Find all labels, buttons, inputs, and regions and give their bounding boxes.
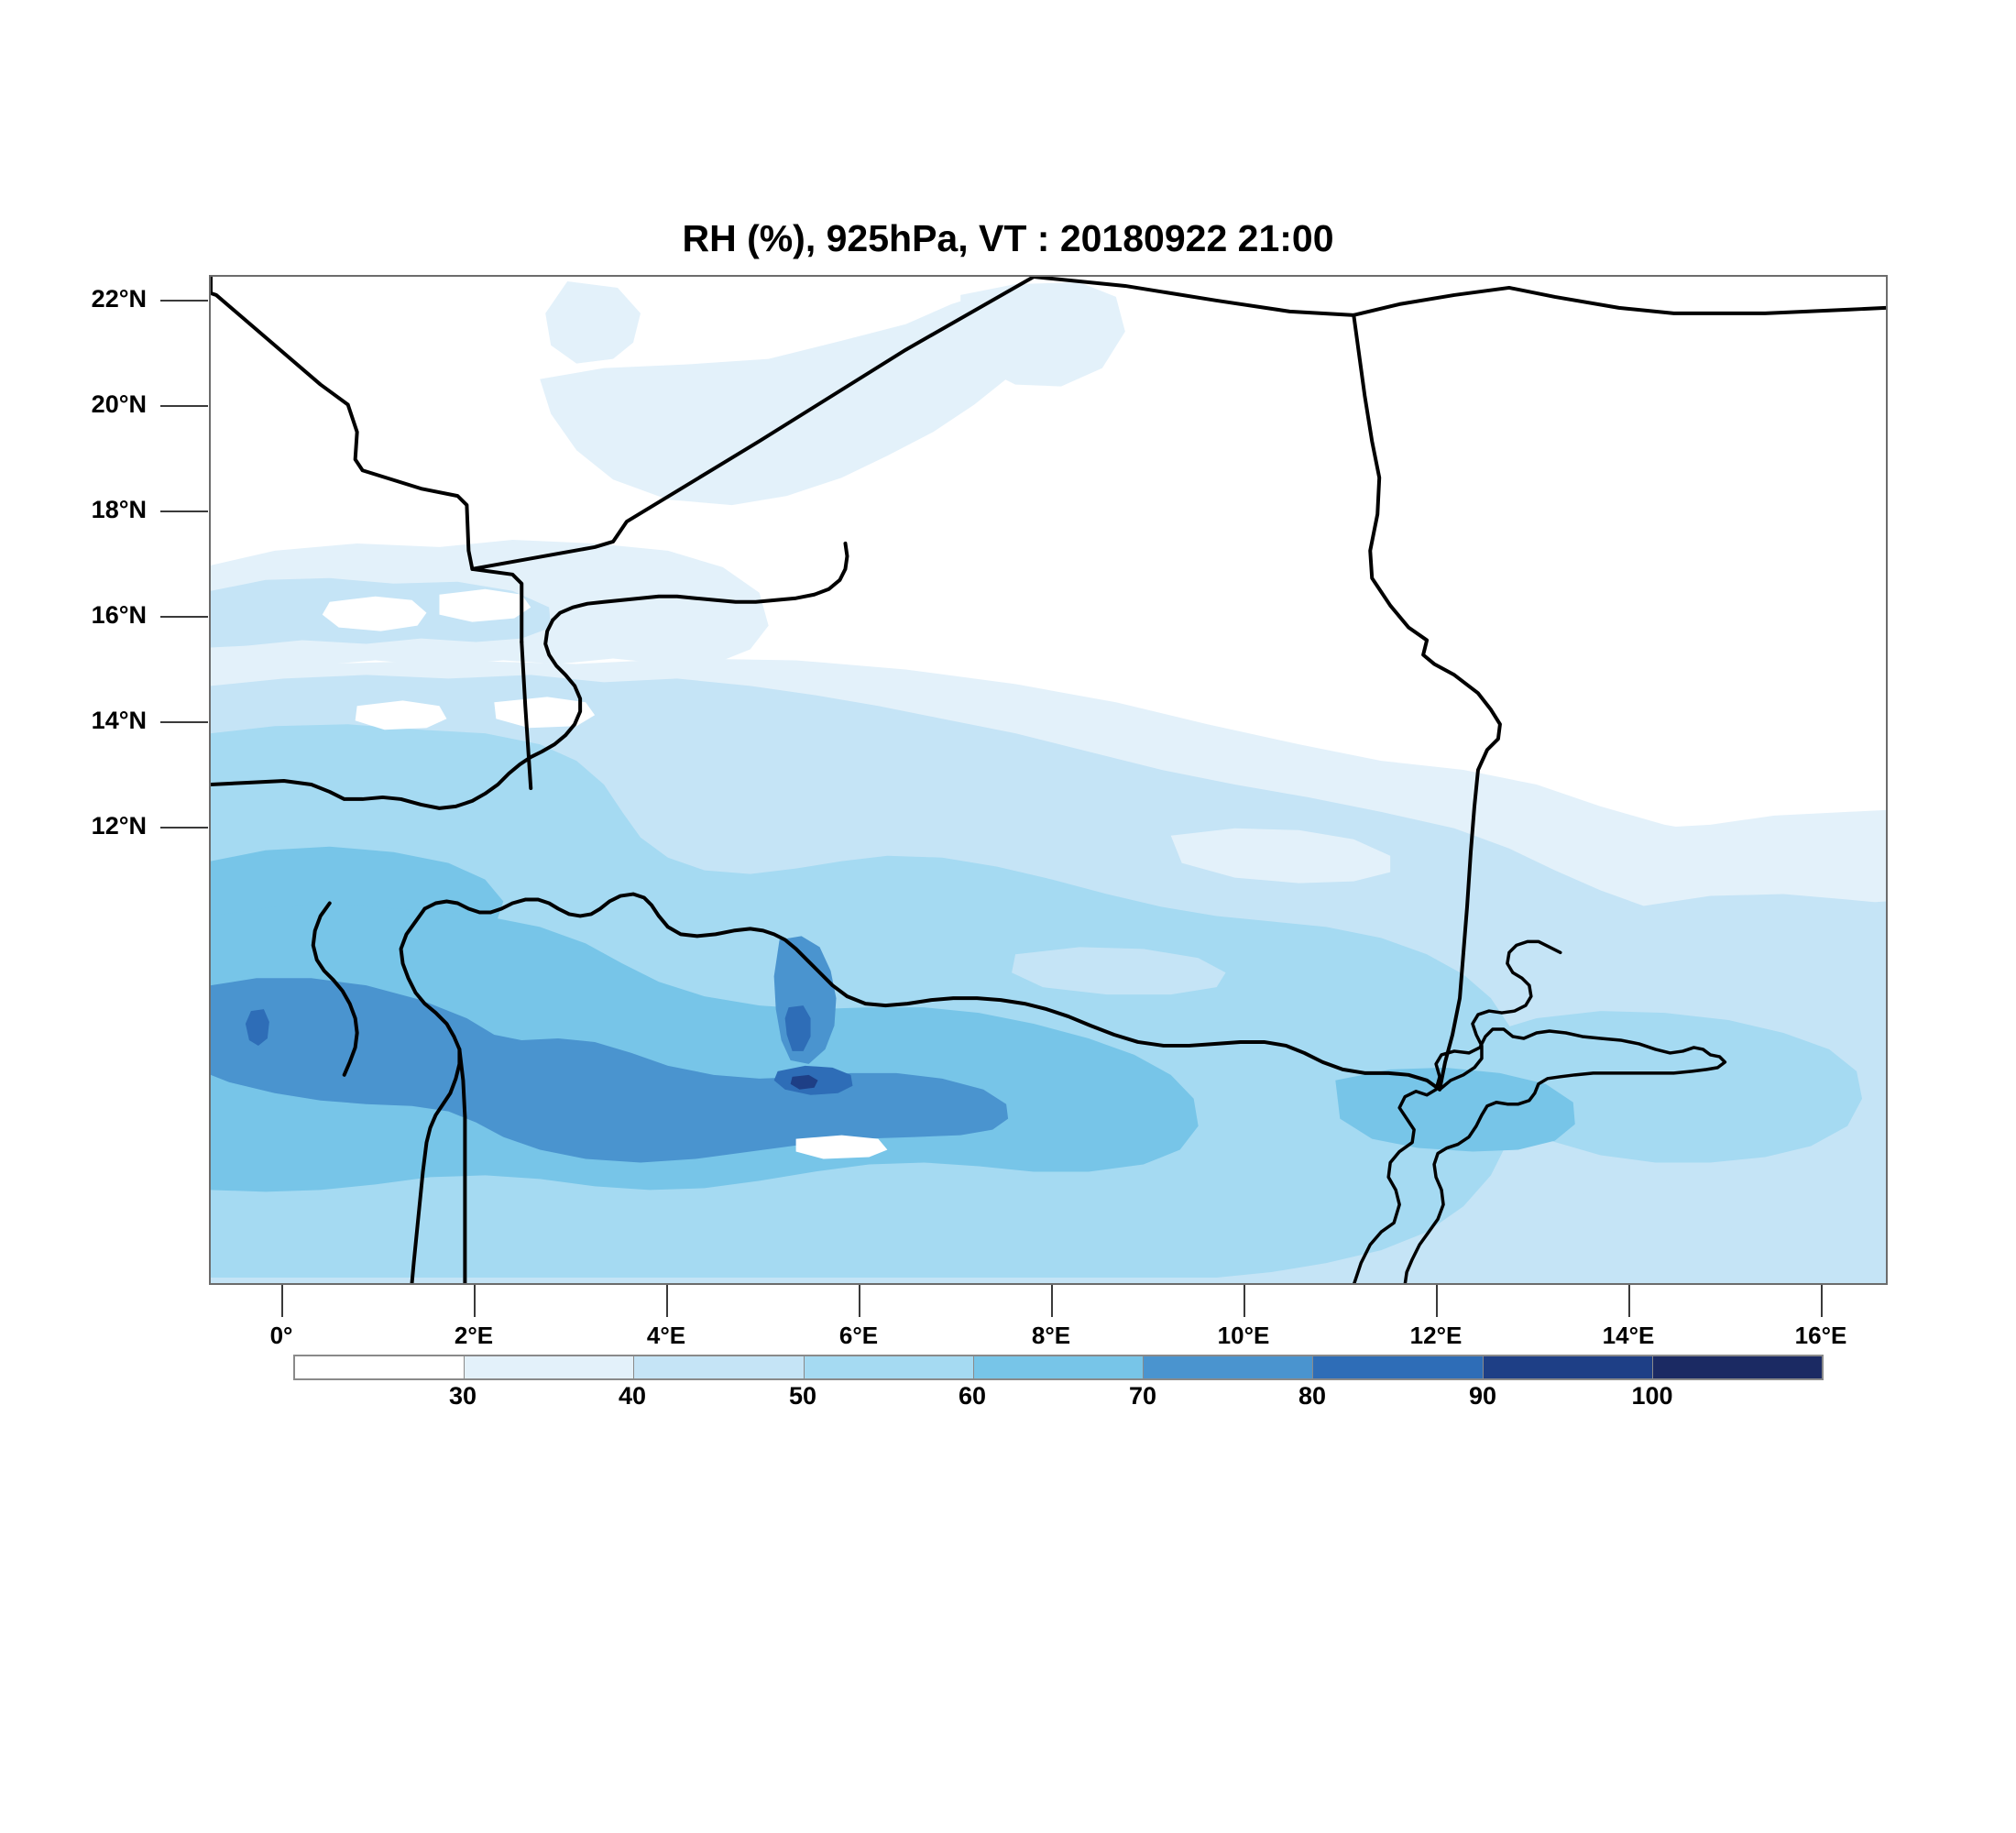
border-niger-nigeria-upper — [551, 541, 849, 622]
country-borders-layer — [211, 277, 1886, 1283]
colorbar-label-90: 90 — [1468, 1382, 1497, 1410]
colorbar[interactable] — [293, 1355, 1824, 1380]
xtick-label-0: 0° — [269, 1322, 293, 1349]
xtick-line-2e — [474, 1285, 476, 1317]
colorbar-band-50-60 — [804, 1356, 974, 1378]
ytick-label-14n: 14°N — [91, 707, 147, 734]
ytick-line-12n — [160, 827, 208, 829]
rh-hole-nw-4 — [355, 700, 447, 730]
colorbar-label-30: 30 — [448, 1382, 477, 1410]
colorbar-label-60: 60 — [958, 1382, 987, 1410]
xtick-label-2e: 2°E — [454, 1322, 494, 1349]
rh-hole-nw-2 — [439, 588, 531, 622]
rh-patch-ne-light — [1170, 828, 1391, 884]
xtick-label-12e: 12°E — [1409, 1322, 1463, 1349]
rh-band-50-60-east — [1481, 1011, 1863, 1163]
colorbar-label-50: 50 — [788, 1382, 817, 1410]
colorbar-label-100: 100 — [1631, 1382, 1673, 1410]
map-svg — [211, 277, 1886, 1283]
ytick-line-22n — [160, 300, 208, 302]
rh-band-80-90-core — [784, 1005, 811, 1051]
colorbar-label-70: 70 — [1128, 1382, 1157, 1410]
colorbar-band-30-40 — [465, 1356, 635, 1378]
border-niger-mali-south — [211, 618, 583, 810]
rh-patch-mid-light — [1012, 947, 1226, 995]
ytick-line-18n — [160, 510, 208, 512]
colorbar-label-40: 40 — [618, 1382, 647, 1410]
xtick-line-6e — [859, 1285, 860, 1317]
xtick-line-16e — [1821, 1285, 1823, 1317]
colorbar-band-60-70 — [973, 1356, 1145, 1378]
border-niger-chad — [1352, 313, 1502, 1092]
xtick-line-12e — [1436, 1285, 1438, 1317]
colorbar-band-100-110 — [1652, 1356, 1822, 1378]
border-niger-mali — [520, 640, 533, 790]
border-niger-north-diagonal — [470, 277, 1036, 571]
map-plot-area — [209, 275, 1888, 1285]
xtick-label-14e: 14°E — [1602, 1322, 1655, 1349]
colorbar-band-70-80 — [1144, 1356, 1314, 1378]
border-nigeria-benin — [457, 1047, 467, 1283]
ytick-label-18n: 18°N — [91, 496, 147, 523]
colorbar-label-80: 80 — [1298, 1382, 1327, 1410]
xtick-line-8e — [1051, 1285, 1053, 1317]
ytick-label-16n: 16°N — [91, 601, 147, 629]
xtick-label-6e: 6°E — [838, 1322, 879, 1349]
xtick-label-16e: 16°E — [1794, 1322, 1847, 1349]
rh-patch-east-light — [1543, 1190, 1757, 1235]
ytick-label-12n: 12°N — [91, 812, 147, 840]
xtick-line-0 — [281, 1285, 283, 1317]
xtick-label-4e: 4°E — [646, 1322, 686, 1349]
rh-hole-nw-3 — [494, 697, 596, 729]
border-niger-algeria-nw — [211, 277, 524, 644]
rh-band-30-40-north — [545, 280, 641, 364]
colorbar-band-90-100 — [1483, 1356, 1653, 1378]
rh-hole-nw-1 — [322, 596, 427, 631]
xtick-label-10e: 10°E — [1217, 1322, 1270, 1349]
xtick-line-14e — [1628, 1285, 1630, 1317]
border-libya-chad — [1032, 277, 1886, 317]
rh-shading-layer — [211, 277, 1886, 1283]
xtick-line-4e — [666, 1285, 668, 1317]
lake-chad-inner-outline — [1438, 939, 1562, 1092]
ytick-label-22n: 22°N — [91, 285, 147, 313]
ytick-line-14n — [160, 721, 208, 723]
lake-chad-outline — [1353, 1027, 1727, 1283]
colorbar-band-80-90 — [1313, 1356, 1484, 1378]
rh-band-60-70-lake — [1335, 1067, 1575, 1152]
ytick-label-20n: 20°N — [91, 390, 147, 418]
page-title: RH (%), 925hPa, VT : 20180922 21:00 — [682, 217, 1334, 259]
ytick-line-20n — [160, 405, 208, 407]
colorbar-band-40-50 — [634, 1356, 805, 1378]
border-burkina-niger — [311, 901, 359, 1077]
rh-band-80-90-w — [245, 1009, 269, 1046]
rh-band-30-40-north3 — [960, 281, 1125, 387]
rh-band-90-100-core — [790, 1074, 818, 1090]
xtick-label-8e: 8°E — [1031, 1322, 1071, 1349]
xtick-line-10e — [1244, 1285, 1245, 1317]
rh-band-70-80-core — [211, 978, 1009, 1163]
colorbar-band-20-30 — [295, 1356, 466, 1378]
rh-patch-sw-white — [795, 1135, 888, 1159]
ytick-line-16n — [160, 616, 208, 618]
border-benin-niger — [399, 906, 462, 1283]
border-niger-nigeria — [422, 892, 1442, 1092]
